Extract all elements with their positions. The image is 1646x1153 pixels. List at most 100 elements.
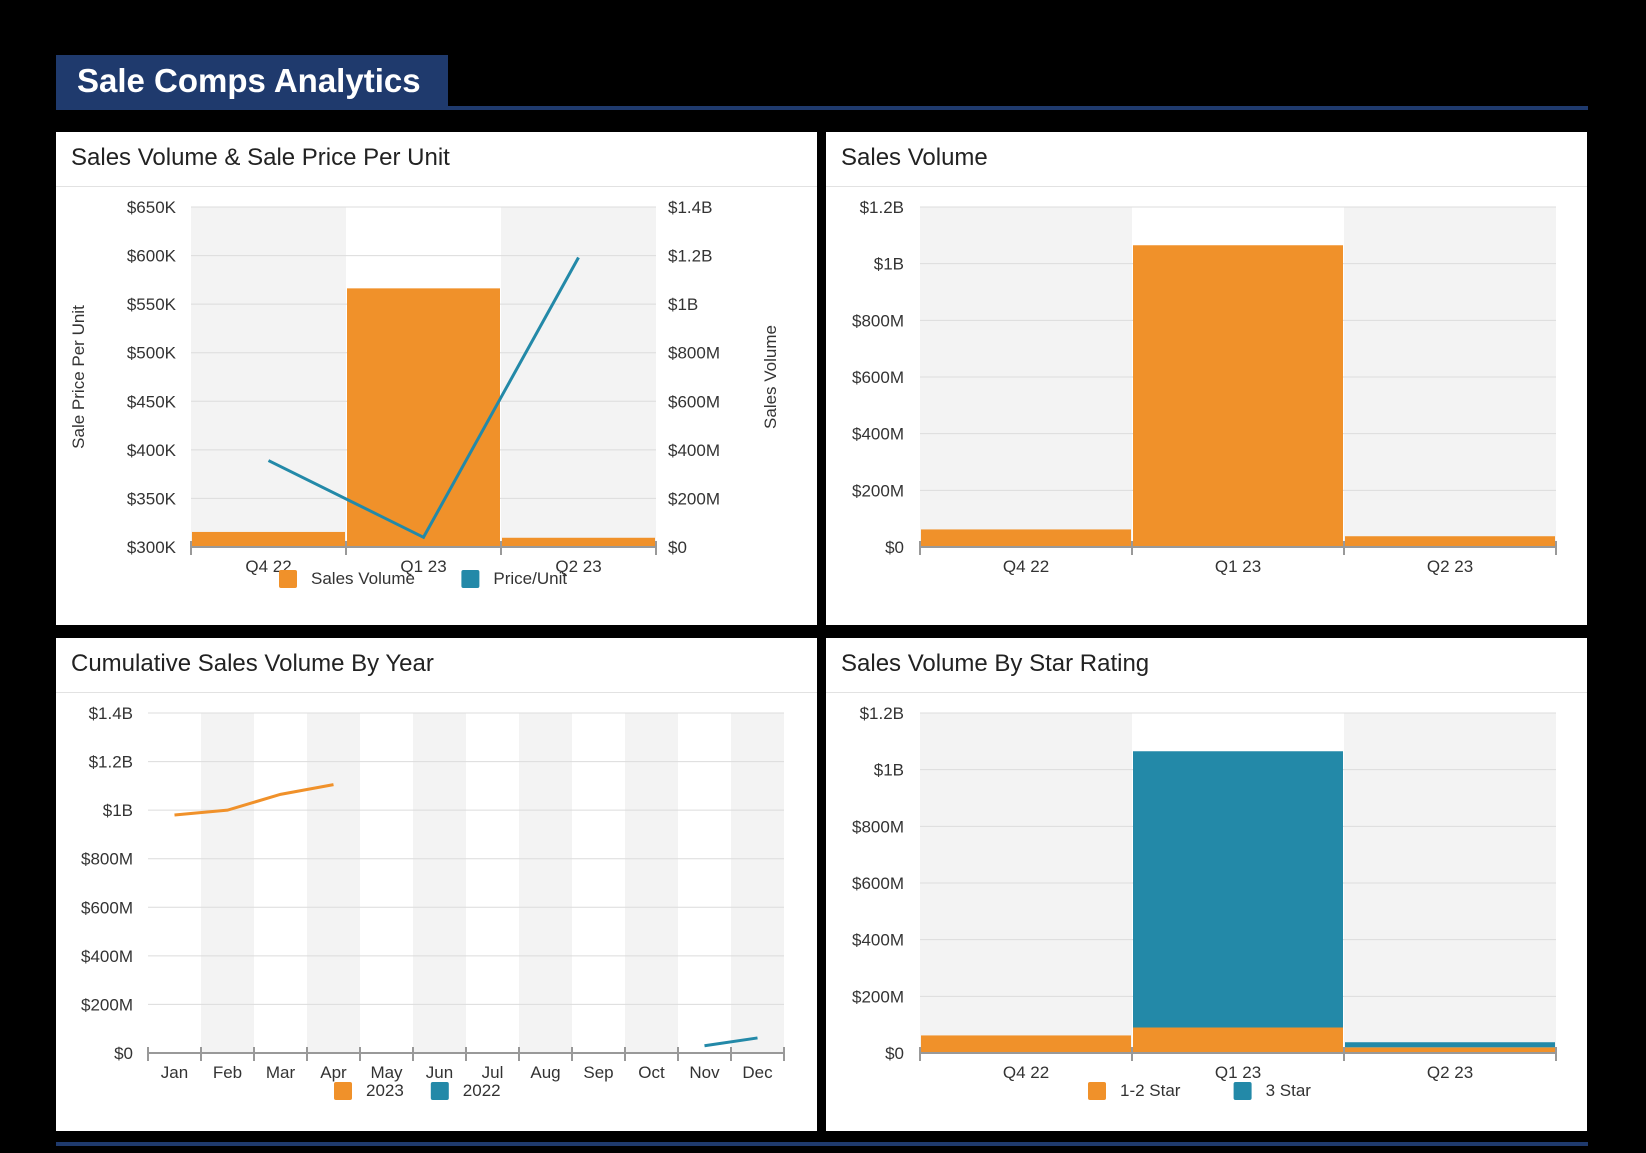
legend-swatch xyxy=(1233,1082,1252,1100)
y-tick-label: $1B xyxy=(874,761,904,780)
bar-sales-volume xyxy=(347,288,500,547)
x-tick-label: Jan xyxy=(161,1063,188,1082)
y-left-tick-label: $350K xyxy=(127,489,177,508)
y-tick-label: $400M xyxy=(852,425,904,444)
cumulative-line-chart: $1.4B $1.2B $1B $800M $600M $400M $200M $0 Jan Fe… xyxy=(81,704,785,1100)
x-tick-label: Jun xyxy=(426,1063,453,1082)
x-tick-label: Dec xyxy=(742,1063,773,1082)
line-series-2023 xyxy=(174,783,334,817)
legend-label: Sales Volume xyxy=(311,569,415,588)
y-tick-label: $1.2B xyxy=(860,198,904,217)
divider xyxy=(56,186,817,187)
bar-1-2-star xyxy=(1345,1047,1555,1053)
divider xyxy=(826,692,1587,693)
bar-1-2-star xyxy=(921,1035,1131,1053)
divider xyxy=(56,692,817,693)
x-tick-label: Aug xyxy=(530,1063,560,1082)
panel-sales-volume-price-per-unit: Sales Volume & Sale Price Per Unit $650K… xyxy=(56,132,817,625)
y-tick-label: $200M xyxy=(81,995,133,1014)
plot-band xyxy=(307,713,360,1053)
divider xyxy=(826,186,1587,187)
y-right-tick-label: $600M xyxy=(668,392,720,411)
x-tick-label: May xyxy=(370,1063,403,1082)
y-tick-label: $800M xyxy=(852,311,904,330)
panel-cumulative-sales-volume: Cumulative Sales Volume By Year $1.4B $1.… xyxy=(56,638,817,1131)
y-tick-label: $600M xyxy=(852,874,904,893)
legend-swatch xyxy=(1088,1082,1106,1100)
y-tick-label: $0 xyxy=(885,538,904,557)
panel-title: Cumulative Sales Volume By Year xyxy=(71,650,434,677)
panel-title: Sales Volume xyxy=(841,144,988,171)
y-tick-label: $800M xyxy=(81,850,133,869)
bar-sales-volume xyxy=(1133,245,1343,547)
line-price-per-unit xyxy=(267,256,580,540)
bar-1-2-star xyxy=(1133,1027,1343,1053)
y-tick-label: $1.4B xyxy=(89,704,133,723)
bar-3-star xyxy=(1345,1042,1555,1048)
y-left-axis-title: Sale Price Per Unit xyxy=(69,305,88,449)
y-right-axis-title: Sales Volume xyxy=(761,325,780,429)
legend-swatch xyxy=(430,1082,449,1100)
y-right-tick-label: $0 xyxy=(668,538,687,557)
x-tick-label: Q1 23 xyxy=(1215,1063,1261,1082)
legend-swatch xyxy=(461,570,480,588)
legend-label: 2023 xyxy=(366,1081,404,1100)
x-tick-label: Q2 23 xyxy=(1427,557,1473,576)
y-tick-label: $200M xyxy=(852,481,904,500)
plot-band xyxy=(413,713,466,1053)
x-tick-label: Mar xyxy=(266,1063,296,1082)
bar-sales-volume xyxy=(921,529,1131,547)
y-right-tick-label: $400M xyxy=(668,441,720,460)
line-series-2022 xyxy=(704,1036,758,1048)
star-rating-stacked-bar-chart: $1.2B $1B $800M $600M $400M $200M $0 Q4 22 Q1 23… xyxy=(852,704,1557,1100)
y-left-tick-label: $600K xyxy=(127,247,177,266)
y-right-tick-label: $1.2B xyxy=(668,247,712,266)
x-tick-label: Apr xyxy=(320,1063,347,1082)
panel-sales-volume: Sales Volume $1.2B $1B $800M $600M $400M $200… xyxy=(826,132,1587,625)
y-tick-label: $600M xyxy=(852,368,904,387)
legend-swatch xyxy=(334,1082,352,1100)
panel-title: Sales Volume By Star Rating xyxy=(841,650,1150,677)
plot-band xyxy=(191,207,346,547)
y-right-tick-label: $800M xyxy=(668,344,720,363)
x-tick-label: Q4 22 xyxy=(1003,557,1049,576)
plot-band xyxy=(625,713,678,1053)
bar-sales-volume xyxy=(502,537,655,547)
combo-chart: $650K $600K $550K $500K $450K $400K $350K $300K… xyxy=(69,198,780,588)
x-tick-label: Q4 22 xyxy=(1003,1063,1049,1082)
y-tick-label: $1.2B xyxy=(860,704,904,723)
y-left-tick-label: $300K xyxy=(127,538,177,557)
x-tick-label: Q1 23 xyxy=(400,557,446,576)
y-tick-label: $400M xyxy=(81,947,133,966)
header-rule xyxy=(56,106,1588,110)
x-tick-label: Q2 23 xyxy=(1427,1063,1473,1082)
y-tick-label: $1.2B xyxy=(89,753,133,772)
legend-label: 1-2 Star xyxy=(1120,1081,1181,1100)
y-right-tick-label: $200M xyxy=(668,489,720,508)
legend-label: 3 Star xyxy=(1266,1081,1312,1100)
y-left-tick-label: $400K xyxy=(127,441,177,460)
plot-band xyxy=(519,713,572,1053)
x-tick-label: Feb xyxy=(213,1063,242,1082)
bar-sales-volume xyxy=(192,531,345,547)
y-tick-label: $0 xyxy=(885,1044,904,1063)
page-title: Sale Comps Analytics xyxy=(56,55,448,107)
plot-band xyxy=(731,713,784,1053)
y-left-tick-label: $450K xyxy=(127,392,177,411)
y-tick-label: $400M xyxy=(852,931,904,950)
legend-label: Price/Unit xyxy=(493,569,567,588)
x-tick-label: Sep xyxy=(583,1063,613,1082)
y-left-tick-label: $500K xyxy=(127,344,177,363)
y-tick-label: $1B xyxy=(874,255,904,274)
plot-band xyxy=(501,207,656,547)
x-tick-label: Q2 23 xyxy=(555,557,601,576)
x-tick-label: Oct xyxy=(638,1063,665,1082)
y-left-tick-label: $650K xyxy=(127,198,177,217)
legend-label: 2022 xyxy=(463,1081,501,1100)
panel-title: Sales Volume & Sale Price Per Unit xyxy=(71,144,450,171)
y-right-tick-label: $1.4B xyxy=(668,198,712,217)
plot-band xyxy=(201,713,254,1053)
y-tick-label: $0 xyxy=(114,1044,133,1063)
y-tick-label: $1B xyxy=(103,801,133,820)
volume-bar-chart: $1.2B $1B $800M $600M $400M $200M $0 Q4 22 Q1 23… xyxy=(852,198,1557,576)
